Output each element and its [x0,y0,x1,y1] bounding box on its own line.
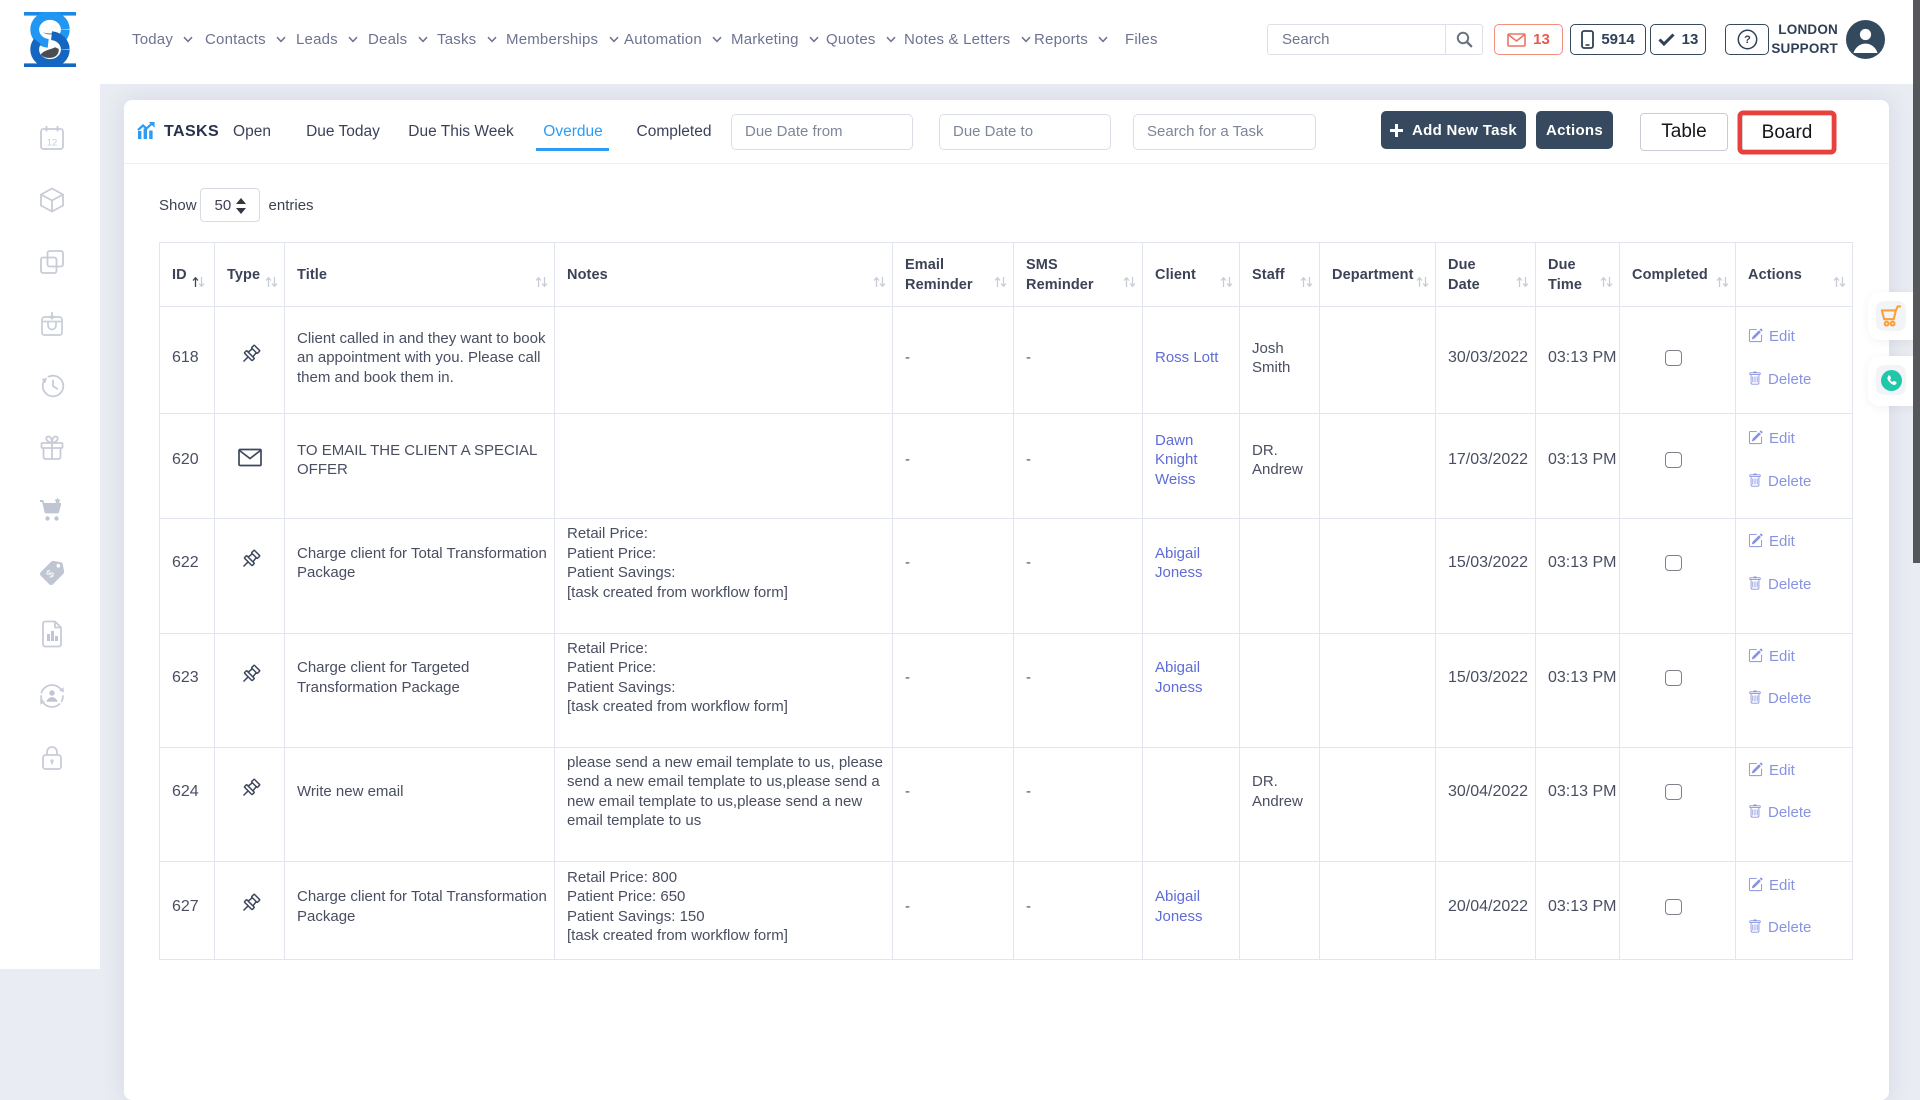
svg-text:12: 12 [47,138,58,149]
svg-text:?: ? [1744,34,1751,46]
